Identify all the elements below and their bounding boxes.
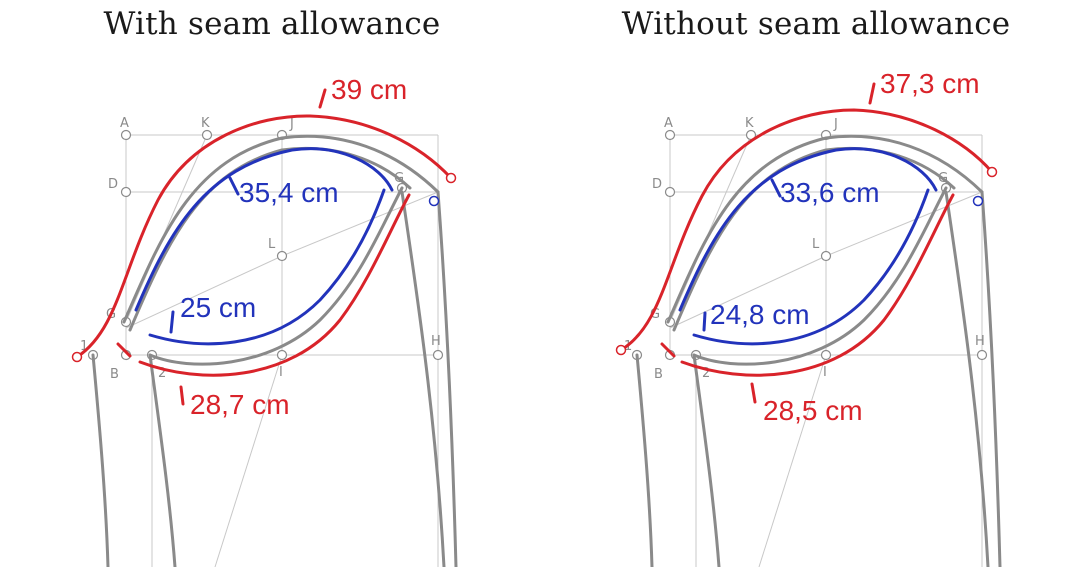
point-label-2: 2	[158, 366, 166, 381]
point-label-b: B	[654, 367, 663, 382]
endpoint-markers	[71, 172, 457, 363]
pattern-diagram-with-seam: A K J D L G H B 1 2 I G 39	[71, 74, 458, 567]
point-label-j: J	[833, 117, 838, 132]
measurements: 37,3 cm 33,6 cm 24,8 cm 28,5 cm	[710, 68, 980, 426]
point-label-i: I	[279, 365, 283, 380]
pattern-gray-lines	[91, 134, 458, 567]
measurement-bottom-seam: 28,7 cm	[190, 389, 290, 420]
point-label-g-left: G	[650, 307, 660, 322]
pattern-gray-lines	[635, 134, 1002, 567]
point-label-b: B	[110, 367, 119, 382]
point-label-k: K	[745, 116, 754, 131]
point-label-i: I	[823, 365, 827, 380]
point-label-1: 1	[80, 339, 88, 354]
point-label-d: D	[108, 177, 118, 192]
stitch-blue-lines	[678, 147, 938, 346]
measurement-top-seam: 39 cm	[331, 74, 407, 105]
point-label-j: J	[289, 117, 294, 132]
point-label-h: H	[431, 334, 441, 349]
construction-points	[87, 129, 444, 361]
point-label-d: D	[652, 177, 662, 192]
seam-red-lines	[619, 82, 994, 404]
measurement-top-stitch: 33,6 cm	[780, 177, 880, 208]
seam-red-lines	[75, 88, 453, 406]
point-label-k: K	[201, 116, 210, 131]
point-label-a: A	[664, 116, 673, 131]
panel-title-with-seam-allowance: With seam allowance	[103, 6, 441, 42]
panel-title-without-seam-allowance: Without seam allowance	[621, 6, 1011, 42]
measurement-bottom-seam: 28,5 cm	[763, 395, 863, 426]
measurement-top-stitch: 35,4 cm	[239, 177, 339, 208]
point-label-2: 2	[702, 366, 710, 381]
endpoint-markers	[615, 166, 998, 356]
measurement-bottom-stitch: 24,8 cm	[710, 299, 810, 330]
point-label-l: L	[268, 237, 276, 252]
point-label-l: L	[812, 237, 820, 252]
point-label-a: A	[120, 116, 129, 131]
stitch-blue-lines	[134, 147, 394, 346]
measurement-bottom-stitch: 25 cm	[180, 292, 256, 323]
pattern-diagram-without-seam: A K J D L G H B 1 2 I G 37,	[615, 68, 1002, 567]
point-label-h: H	[975, 334, 985, 349]
measurements: 39 cm 35,4 cm 25 cm 28,7 cm	[180, 74, 407, 420]
measurement-top-seam: 37,3 cm	[880, 68, 980, 99]
